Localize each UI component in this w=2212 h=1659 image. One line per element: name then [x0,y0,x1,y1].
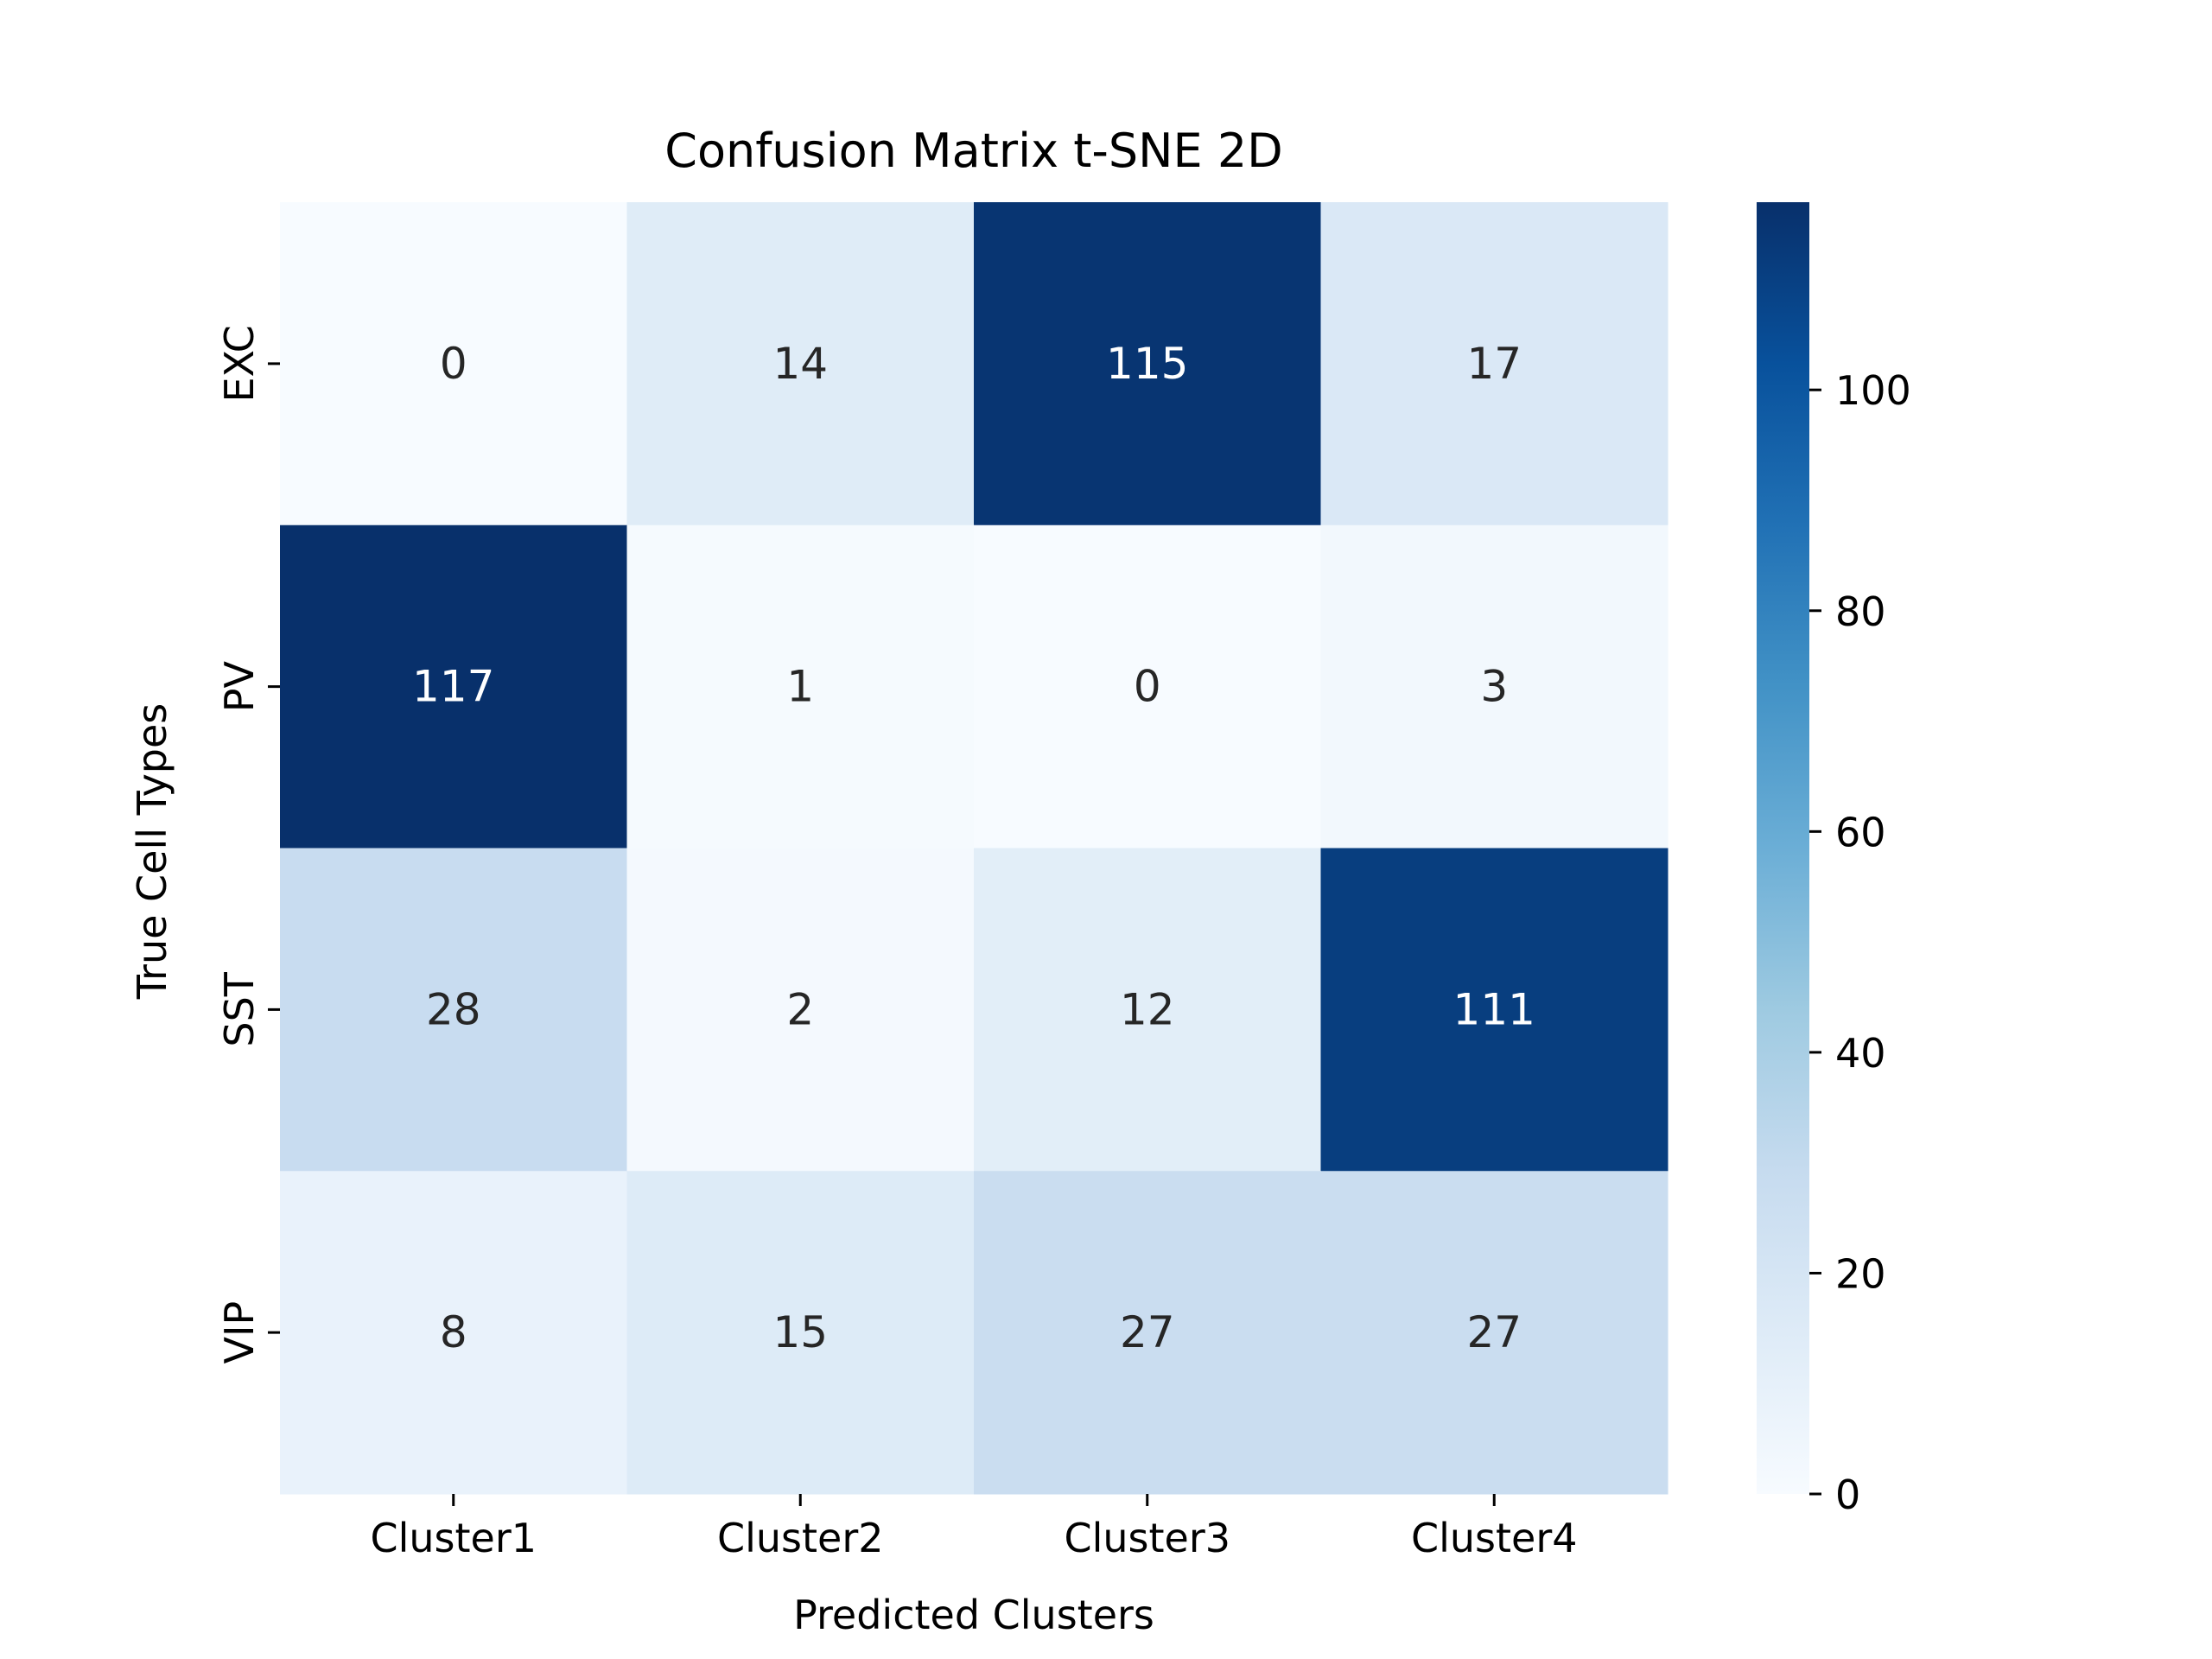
cell-value-label: 8 [440,1307,467,1357]
heatmap-cell [1320,1171,1669,1495]
cell-value-label: 14 [772,339,828,389]
heatmap-cell [280,524,627,849]
colorbar-ticks: 0 20 40 60 80 100 [1809,367,1911,1518]
heatmap-cell [1320,524,1669,849]
x-tick-label: Cluster2 [717,1515,884,1561]
cell-annotations: 0 14 115 17 117 1 0 3 28 2 12 111 8 15 27 27 [412,339,1535,1357]
heatmap-cells [280,202,1669,1495]
colorbar-tick-label: 80 [1835,588,1886,635]
chart-title: Confusion Matrix t-SNE 2D [664,124,1283,178]
heatmap-cell [626,524,975,849]
x-axis-label: Predicted Clusters [793,1592,1154,1638]
cell-value-label: 17 [1466,339,1522,389]
cell-value-label: 0 [440,339,467,389]
cell-value-label: 1 [786,662,814,712]
cell-value-label: 115 [1106,339,1188,389]
heatmap-cell [1320,848,1669,1172]
colorbar-tick-label: 40 [1835,1030,1886,1077]
y-axis: EXC PV SST VIP [216,325,280,1364]
x-tick-label: Cluster1 [370,1515,537,1561]
heatmap-cell [974,1171,1321,1495]
heatmap-cell [974,524,1321,849]
colorbar-gradient [1757,202,1809,1494]
cell-value-label: 15 [772,1307,828,1357]
x-tick-label: Cluster4 [1411,1515,1578,1561]
colorbar-tick-label: 0 [1835,1471,1860,1518]
x-tick-label: Cluster3 [1064,1515,1230,1561]
cell-value-label: 111 [1453,984,1535,1034]
heatmap-cell [280,1171,627,1495]
y-tick-label: VIP [216,1301,263,1364]
heatmap-cell [974,848,1321,1172]
heatmap-cell [280,202,627,526]
cell-value-label: 27 [1466,1307,1522,1357]
colorbar: 0 20 40 60 80 100 [1757,202,1911,1518]
y-tick-label: EXC [216,325,263,402]
x-axis: Cluster1 Cluster2 Cluster3 Cluster4 [370,1494,1578,1561]
cell-value-label: 0 [1134,662,1161,712]
heatmap-cell [1320,202,1669,526]
y-tick-label: SST [216,971,263,1046]
cell-value-label: 28 [426,984,481,1034]
colorbar-tick-label: 20 [1835,1250,1886,1297]
y-axis-label: True Cell Types [129,703,175,1001]
cell-value-label: 27 [1120,1307,1175,1357]
cell-value-label: 2 [786,984,814,1034]
heatmap-cell [280,848,627,1172]
heatmap-cell [626,848,975,1172]
colorbar-tick-label: 100 [1835,367,1911,414]
colorbar-tick-label: 60 [1835,809,1886,855]
cell-value-label: 3 [1480,662,1508,712]
y-tick-label: PV [216,660,263,712]
cell-value-label: 12 [1120,984,1175,1034]
heatmap-cell [974,202,1321,526]
cell-value-label: 117 [412,662,494,712]
heatmap-cell [626,202,975,526]
heatmap-cell [626,1171,975,1495]
